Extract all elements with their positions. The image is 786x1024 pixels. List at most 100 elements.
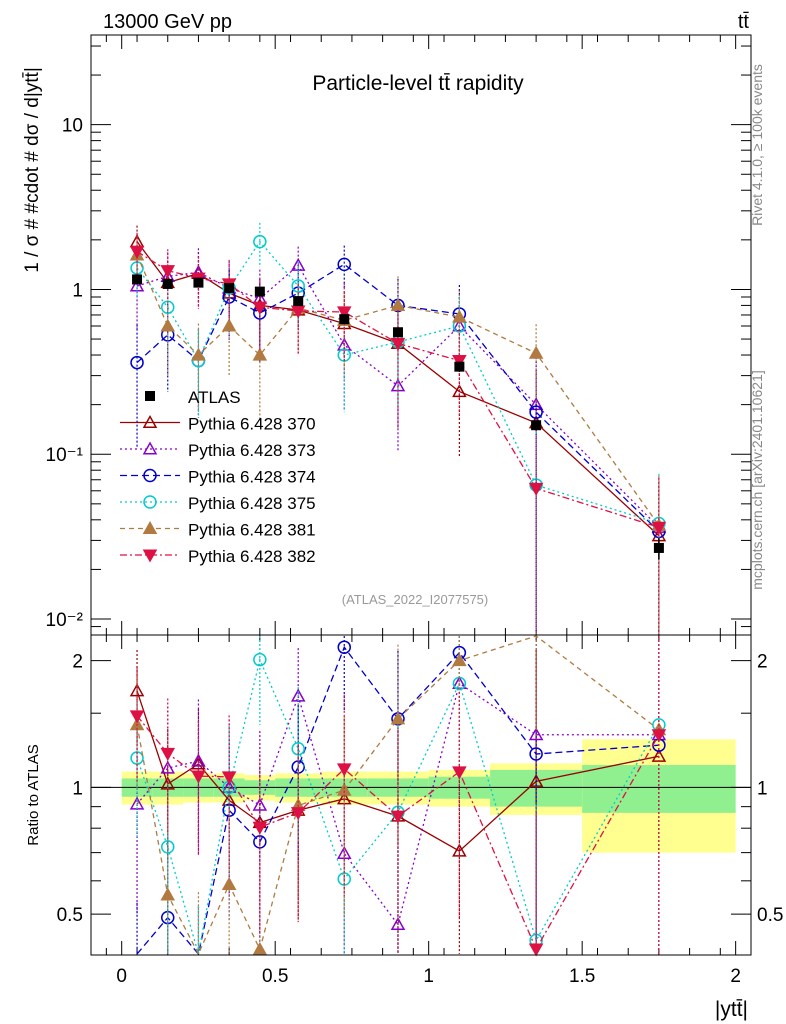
mc-marker <box>390 711 406 725</box>
legend: ATLAS Pythia 6.428 370 Pythia 6.428 373 Pyt… <box>120 388 316 566</box>
mc-marker <box>221 318 237 332</box>
data-marker <box>193 277 204 288</box>
mc-marker <box>252 941 268 955</box>
mc-marker <box>142 520 158 535</box>
mc-ratio-line <box>136 635 660 956</box>
mc-marker <box>252 821 268 835</box>
y-tick-label: 10 <box>62 116 83 137</box>
legend-label: Pythia 6.428 381 <box>188 521 316 540</box>
mc-marker <box>160 760 176 774</box>
mc-marker <box>129 710 145 724</box>
mc-marker <box>252 347 268 361</box>
mc-marker <box>529 747 543 761</box>
ratio-tick-label-left: 1 <box>72 778 83 799</box>
data-marker <box>454 361 465 372</box>
mc-marker <box>528 773 544 787</box>
ratio-tick-label-left: 0.5 <box>57 905 83 926</box>
mc-marker <box>253 234 267 249</box>
ratio-y-axis-label: Ratio to ATLAS <box>25 744 42 845</box>
y-tick-label: 10⁻¹ <box>46 445 84 466</box>
mc-marker <box>528 482 544 496</box>
x-tick-label: 1.5 <box>569 966 595 987</box>
data-marker <box>339 314 350 325</box>
mc-marker <box>130 355 144 370</box>
mc-marker <box>452 766 467 780</box>
ratio-panel-frame <box>90 634 752 956</box>
data-marker <box>132 274 143 285</box>
mc-marker <box>651 729 667 743</box>
legend-label: ATLAS <box>188 388 241 407</box>
mc-marker <box>290 807 306 821</box>
mc-marker <box>252 797 268 811</box>
ratio-panel-series <box>129 635 667 957</box>
ratio-tick-label-left: 2 <box>72 652 83 673</box>
mc-marker <box>129 683 145 697</box>
process-label: tt̄ <box>738 11 750 33</box>
mc-marker <box>221 771 237 785</box>
mcplots-label: mcplots.cern.ch [arXiv:2401.10621] <box>749 370 765 589</box>
mc-marker <box>528 943 544 957</box>
ratio-tick-label-right: 0.5 <box>757 905 783 926</box>
mc-marker <box>529 405 543 419</box>
mc-marker <box>252 301 268 315</box>
data-marker <box>531 420 542 431</box>
mc-ratio-line <box>136 645 659 956</box>
mc-marker <box>528 345 544 359</box>
mc-marker <box>142 414 158 429</box>
mc-marker <box>221 876 237 890</box>
mc-marker <box>452 384 467 398</box>
mc-marker <box>143 468 157 483</box>
mc-marker <box>336 845 352 859</box>
mc-marker <box>337 257 352 272</box>
mc-marker <box>452 653 467 667</box>
mc-line <box>136 240 660 525</box>
x-tick-label: 0 <box>116 966 127 987</box>
ratio-tick-label-right: 2 <box>757 652 768 673</box>
mc-marker <box>290 305 306 319</box>
mc-marker <box>528 727 544 741</box>
mc-marker <box>160 887 176 901</box>
mc-marker <box>253 652 267 667</box>
main-panel-frame <box>90 34 752 636</box>
analysis-id: (ATLAS_2022_I2077575) <box>342 592 488 607</box>
mc-marker <box>336 306 352 320</box>
y-axis-label: 1 / σ # #cdot # dσ / d|ytt̄| <box>22 67 43 272</box>
data-marker <box>254 286 265 297</box>
data-marker <box>293 296 304 307</box>
y-tick-label: 1 <box>72 280 83 301</box>
mc-marker <box>160 747 176 761</box>
data-marker <box>224 283 235 294</box>
mc-marker <box>291 279 305 293</box>
x-axis-label: |ytt̄| <box>715 998 748 1021</box>
mc-marker <box>129 245 145 260</box>
main-panel-series <box>129 222 667 634</box>
x-tick-label: 2 <box>730 966 741 987</box>
data-marker <box>162 278 173 289</box>
mc-marker <box>191 347 206 361</box>
ratio-panel-axes: 0 0.5 1 1.5 2 0.5 0.5 1 1 2 2 <box>57 635 783 987</box>
mc-marker <box>390 916 406 930</box>
legend-label: Pythia 6.428 375 <box>188 494 316 513</box>
mc-marker <box>452 309 467 323</box>
mc-line <box>136 264 660 528</box>
mc-marker <box>142 441 158 455</box>
mc-marker <box>160 265 176 279</box>
legend-label: Pythia 6.428 373 <box>188 441 316 460</box>
mc-marker <box>142 549 158 563</box>
mc-marker <box>336 763 352 777</box>
ratio-tick-label-right: 1 <box>757 778 768 799</box>
data-marker <box>392 327 403 338</box>
data-marker <box>145 391 155 401</box>
chart-title: Particle-level tt̄ rapidity <box>312 72 524 95</box>
data-marker <box>653 542 664 553</box>
mc-line <box>136 263 660 532</box>
beam-label: 13000 GeV pp <box>103 11 232 33</box>
mc-marker <box>390 810 406 824</box>
legend-label: Pythia 6.428 370 <box>188 415 316 434</box>
mc-marker <box>336 337 352 351</box>
mc-marker <box>390 337 406 352</box>
y-tick-label: 10⁻² <box>46 610 84 631</box>
rivet-version-label: Rivet 4.1.0, ≥ 100k events <box>749 64 765 226</box>
x-tick-label: 0.5 <box>262 966 288 987</box>
